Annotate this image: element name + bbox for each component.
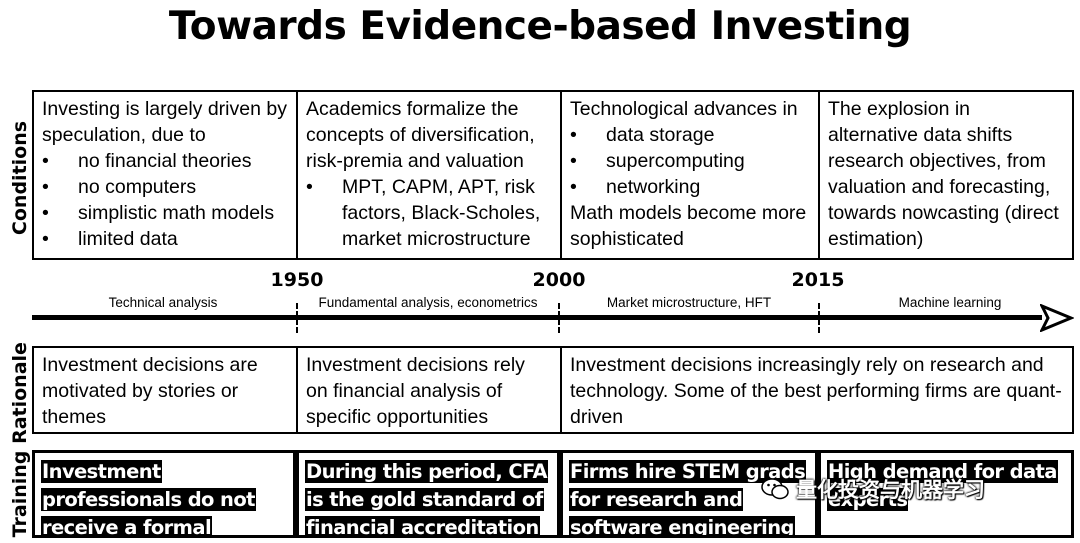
bullet-item: supercomputing <box>570 148 810 174</box>
watermark-text: 量化投资与机器学习 <box>796 479 985 502</box>
condition-lead: The explosion in alternative data shifts… <box>828 98 1059 250</box>
training-cell-pre-1950: Investment professionals do not receive … <box>32 450 296 538</box>
timeline-tick-2015 <box>818 303 820 333</box>
era-label-technical: Technical analysis <box>108 295 218 310</box>
training-cell-1950-2000: During this period, CFA is the gold stan… <box>296 450 560 538</box>
training-text: During this period, CFA is the gold stan… <box>305 460 549 538</box>
condition-bullets: no financial theories no computers simpl… <box>42 148 288 252</box>
page-title: Towards Evidence-based Investing <box>168 4 912 49</box>
bullet-item: simplistic math models <box>42 200 288 226</box>
condition-cell-post-2015: The explosion in alternative data shifts… <box>818 90 1074 260</box>
condition-cell-1950-2000: Academics formalize the concepts of dive… <box>296 90 562 260</box>
bullet-item: limited data <box>42 226 288 252</box>
condition-cell-pre-1950: Investing is largely driven by speculati… <box>32 90 298 260</box>
timeline-axis <box>32 315 1042 320</box>
rationale-cell-1950-2000: Investment decisions rely on financial a… <box>296 346 562 434</box>
condition-bullets: MPT, CAPM, APT, risk factors, Black-Scho… <box>306 174 552 252</box>
year-label-2015: 2015 <box>791 269 845 291</box>
row-label-conditions: Conditions <box>9 120 31 236</box>
era-label-machine-learning: Machine learning <box>898 295 1002 310</box>
row-label-training: Training <box>9 450 31 538</box>
condition-tail: Math models become more sophisticated <box>570 202 807 250</box>
era-label-microstructure: Market microstructure, HFT <box>606 295 772 310</box>
bullet-item: data storage <box>570 122 810 148</box>
wechat-icon <box>761 478 789 500</box>
era-label-fundamental: Fundamental analysis, econometrics <box>318 295 538 310</box>
training-text: Firms hire STEM grads for research and s… <box>569 460 807 535</box>
rationale-cell-pre-1950: Investment decisions are motivated by st… <box>32 346 298 434</box>
condition-lead: Academics formalize the concepts of dive… <box>306 98 535 172</box>
arrow-right-icon <box>1040 304 1074 332</box>
training-cell-post-2015: High demand for data experts <box>818 450 1074 538</box>
rationale-cell-2000-onward: Investment decisions increasingly rely o… <box>560 346 1074 434</box>
timeline-tick-2000 <box>558 303 560 333</box>
watermark: 量化投资与机器学习 <box>760 474 985 504</box>
bullet-item: no financial theories <box>42 148 288 174</box>
condition-lead: Technological advances in <box>570 98 798 120</box>
bullet-item: networking <box>570 174 810 200</box>
bullet-item: no computers <box>42 174 288 200</box>
row-label-rationale: Rationale <box>9 342 31 444</box>
year-label-2000: 2000 <box>532 269 586 291</box>
condition-bullets: data storage supercomputing networking <box>570 122 810 200</box>
timeline-tick-1950 <box>296 303 298 333</box>
condition-lead: Investing is largely driven by speculati… <box>42 98 287 146</box>
year-label-1950: 1950 <box>270 269 324 291</box>
training-text: Investment professionals do not receive … <box>41 460 256 535</box>
bullet-item: MPT, CAPM, APT, risk factors, Black-Scho… <box>306 174 552 252</box>
condition-cell-2000-2015: Technological advances in data storage s… <box>560 90 820 260</box>
